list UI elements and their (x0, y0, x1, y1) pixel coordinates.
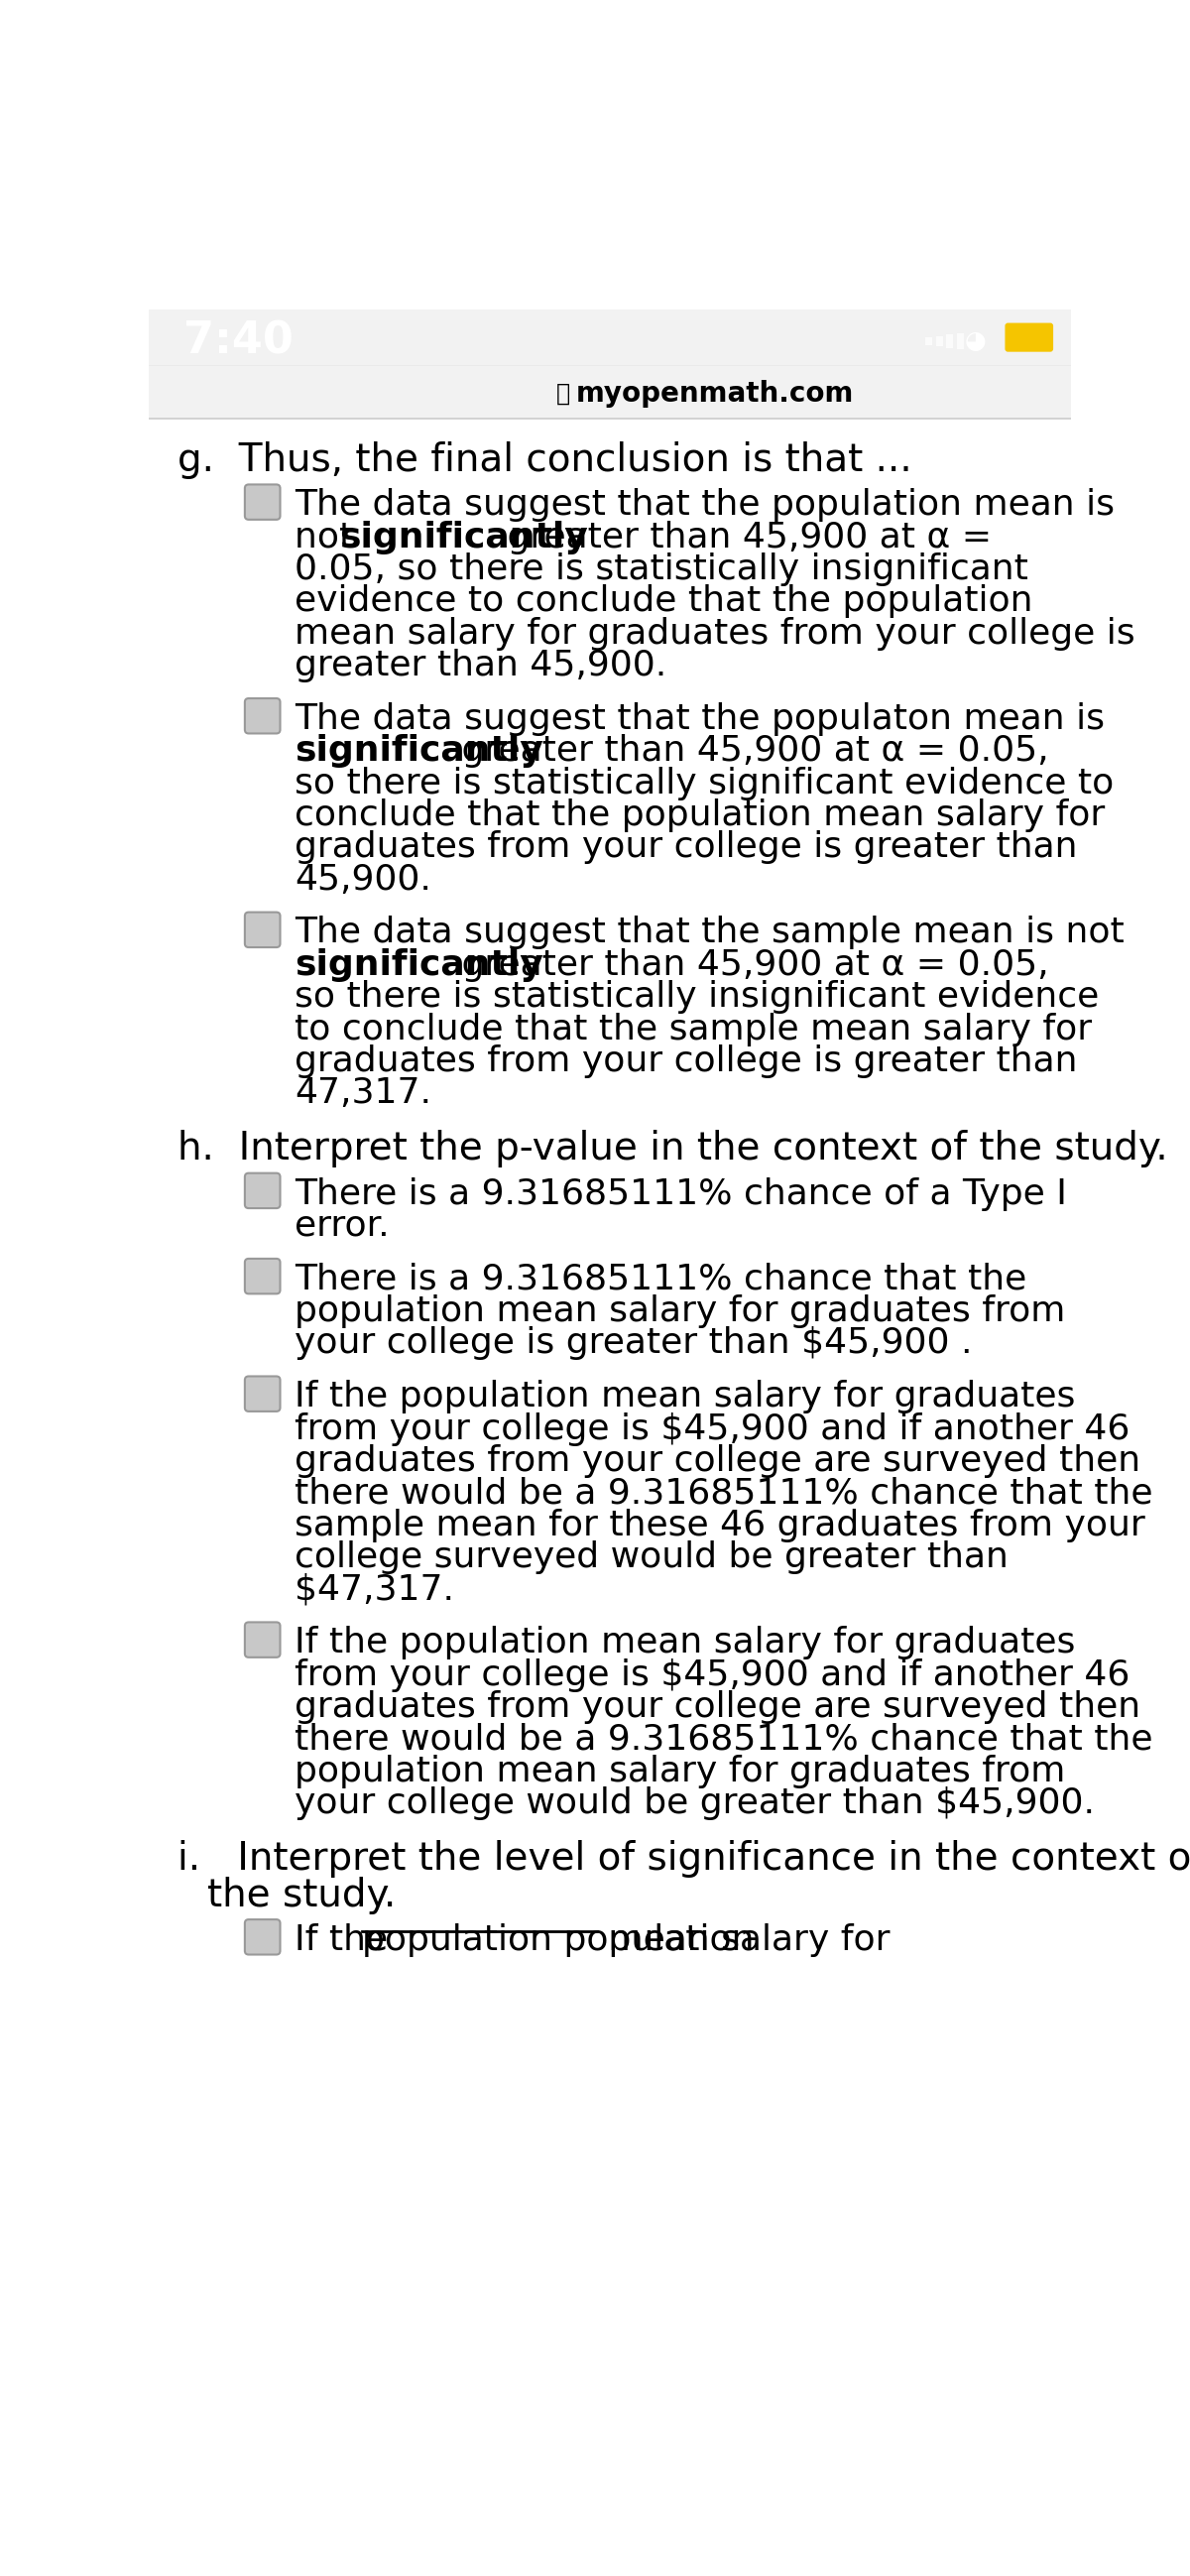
Text: The data suggest that the populaton mean is: The data suggest that the populaton mean… (295, 703, 1106, 737)
Text: greater than 45,900 at α = 0.05,: greater than 45,900 at α = 0.05, (451, 734, 1050, 768)
FancyBboxPatch shape (149, 309, 1071, 366)
FancyBboxPatch shape (245, 1172, 280, 1208)
Text: there would be a 9.31685111% chance that the: there would be a 9.31685111% chance that… (295, 1723, 1153, 1757)
FancyBboxPatch shape (245, 1260, 280, 1293)
Text: your college is greater than $45,900 .: your college is greater than $45,900 . (295, 1327, 972, 1360)
Text: to conclude that the sample mean salary for: to conclude that the sample mean salary … (295, 1012, 1092, 1046)
Text: greater than 45,900 at α =: greater than 45,900 at α = (495, 520, 991, 554)
Text: population mean salary for graduates from: population mean salary for graduates fro… (295, 1296, 1066, 1329)
Text: not: not (295, 520, 365, 554)
Text: greater than 45,900 at α = 0.05,: greater than 45,900 at α = 0.05, (451, 948, 1050, 981)
Text: greater than 45,900.: greater than 45,900. (295, 649, 666, 683)
Text: 🔒: 🔒 (556, 381, 570, 404)
Text: graduates from your college are surveyed then: graduates from your college are surveyed… (295, 1690, 1141, 1723)
FancyBboxPatch shape (245, 1623, 280, 1656)
FancyBboxPatch shape (245, 1919, 280, 1955)
Text: If the population mean salary for graduates: If the population mean salary for gradua… (295, 1625, 1076, 1659)
Text: evidence to conclude that the population: evidence to conclude that the population (295, 585, 1033, 618)
FancyBboxPatch shape (957, 332, 964, 350)
Text: mean salary for: mean salary for (597, 1924, 890, 1958)
Text: significantly: significantly (295, 734, 544, 768)
Text: significantly: significantly (295, 948, 544, 981)
FancyBboxPatch shape (245, 484, 280, 520)
Text: college surveyed would be greater than: college surveyed would be greater than (295, 1540, 1009, 1574)
FancyBboxPatch shape (1006, 325, 1053, 350)
Text: The data suggest that the sample mean is not: The data suggest that the sample mean is… (295, 917, 1125, 951)
FancyBboxPatch shape (149, 366, 1071, 417)
Text: If the: If the (295, 1924, 388, 1958)
Text: mean salary for graduates from your college is: mean salary for graduates from your coll… (295, 616, 1135, 649)
Text: so there is statistically insignificant evidence: so there is statistically insignificant … (295, 981, 1100, 1015)
Text: population population: population population (362, 1924, 754, 1958)
FancyBboxPatch shape (946, 335, 953, 348)
Text: There is a 9.31685111% chance of a Type I: There is a 9.31685111% chance of a Type … (295, 1177, 1067, 1211)
Text: g.  Thus, the final conclusion is that ...: g. Thus, the final conclusion is that ..… (178, 440, 913, 479)
Text: significantly: significantly (339, 520, 588, 554)
FancyBboxPatch shape (245, 1376, 280, 1412)
Text: graduates from your college is greater than: graduates from your college is greater t… (295, 829, 1078, 863)
FancyBboxPatch shape (245, 698, 280, 734)
Text: The data suggest that the population mean is: The data suggest that the population mea… (295, 489, 1115, 523)
Text: from your college is $45,900 and if another 46: from your college is $45,900 and if anot… (295, 1659, 1130, 1692)
Text: 0.05, so there is statistically insignificant: 0.05, so there is statistically insignif… (295, 551, 1028, 587)
Text: i.   Interpret the level of significance in the context of: i. Interpret the level of significance i… (178, 1839, 1190, 1878)
Text: from your college is $45,900 and if another 46: from your college is $45,900 and if anot… (295, 1412, 1130, 1445)
FancyBboxPatch shape (925, 337, 932, 345)
Text: there would be a 9.31685111% chance that the: there would be a 9.31685111% chance that… (295, 1476, 1153, 1510)
Text: There is a 9.31685111% chance that the: There is a 9.31685111% chance that the (295, 1262, 1027, 1296)
Text: conclude that the population mean salary for: conclude that the population mean salary… (295, 799, 1106, 832)
FancyBboxPatch shape (245, 912, 280, 948)
Text: so there is statistically significant evidence to: so there is statistically significant ev… (295, 765, 1114, 801)
FancyBboxPatch shape (935, 335, 942, 348)
Text: myopenmath.com: myopenmath.com (576, 379, 854, 407)
Text: If the population mean salary for graduates: If the population mean salary for gradua… (295, 1381, 1076, 1414)
Text: population mean salary for graduates from: population mean salary for graduates fro… (295, 1754, 1066, 1788)
Text: sample mean for these 46 graduates from your: sample mean for these 46 graduates from … (295, 1510, 1145, 1543)
Text: 45,900.: 45,900. (295, 863, 432, 896)
Text: graduates from your college is greater than: graduates from your college is greater t… (295, 1043, 1078, 1077)
Text: your college would be greater than $45,900.: your college would be greater than $45,9… (295, 1785, 1095, 1821)
Text: ◕: ◕ (964, 330, 985, 353)
Text: graduates from your college are surveyed then: graduates from your college are surveyed… (295, 1445, 1141, 1479)
Text: 7:40: 7:40 (183, 319, 293, 363)
Text: 47,317.: 47,317. (295, 1077, 432, 1110)
Text: error.: error. (295, 1208, 389, 1242)
Text: the study.: the study. (207, 1875, 396, 1914)
Text: $47,317.: $47,317. (295, 1571, 455, 1607)
Text: h.  Interpret the p-value in the context of the study.: h. Interpret the p-value in the context … (178, 1131, 1169, 1167)
